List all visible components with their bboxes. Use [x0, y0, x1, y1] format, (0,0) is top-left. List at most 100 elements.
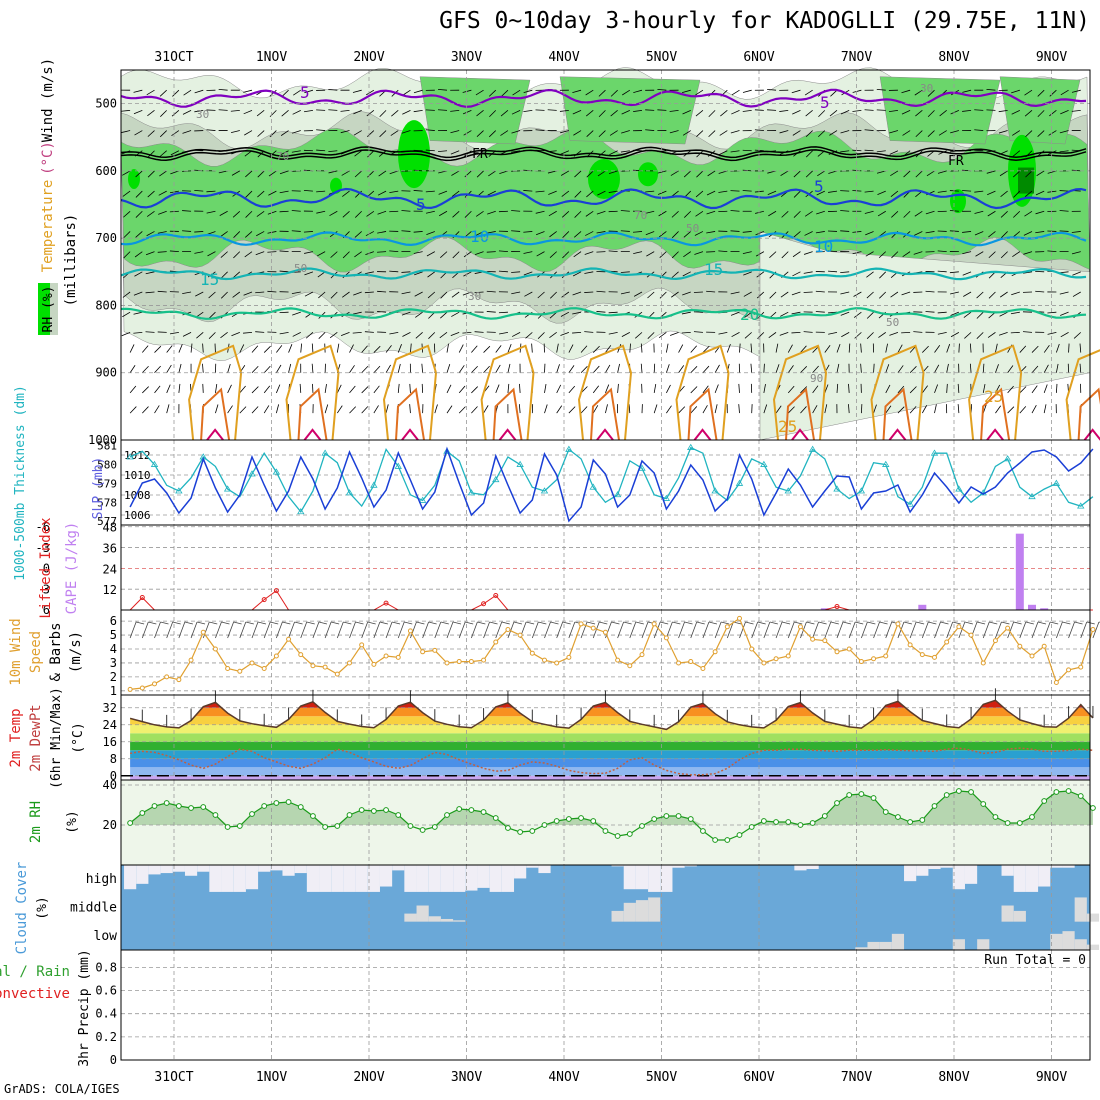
wind-barb: [328, 150, 338, 152]
precip-axis-label: 3hr Precip (mm): [77, 949, 92, 1066]
wind-barb: [257, 130, 265, 137]
wind-barb: [245, 190, 253, 198]
thickness-point: [492, 475, 500, 483]
wind-barb: [572, 291, 582, 296]
thickness-point: [394, 462, 402, 469]
wind-axis-label-b: Speed: [28, 631, 44, 673]
wind-barb: [157, 290, 167, 293]
wind-barb: [792, 109, 801, 115]
wind-barb: [196, 332, 204, 339]
wind-barb: [683, 251, 691, 258]
cloud-axis-label: Cloud Cover: [14, 862, 30, 955]
wind-barb: [757, 332, 765, 339]
slp-axis-label: SLP (mb): [91, 457, 106, 520]
wind-barb: [507, 344, 512, 353]
rh2m-point: [444, 812, 450, 818]
wind-barb: [275, 404, 280, 414]
thickness-point: [175, 487, 183, 494]
wind-barb: [560, 150, 570, 155]
wind-barb: [852, 251, 862, 255]
wind-barb: [389, 250, 399, 253]
wind-barb: [353, 130, 362, 136]
wind-barb: [500, 130, 509, 136]
wind-tick-label: 4: [110, 642, 117, 656]
wind-barb: [450, 109, 460, 112]
wind-barb: [909, 621, 917, 639]
wind-barb: [840, 311, 850, 316]
cloud-unit-label: (%): [35, 896, 50, 919]
wind-barb: [207, 251, 216, 257]
wind-barb: [827, 270, 838, 273]
wind-barb: [342, 190, 350, 197]
cloud-high-bar: [343, 865, 356, 892]
rh2m-point: [870, 795, 877, 801]
wind-barb: [864, 210, 874, 214]
wind-barb: [215, 404, 219, 414]
wind-barb: [352, 331, 362, 334]
wind-barb: [828, 170, 838, 174]
isotherm-30-loop: [785, 387, 815, 441]
wind-barb: [218, 109, 228, 111]
wind-barb: [1059, 130, 1069, 134]
wind-barb: [702, 405, 708, 414]
thickness-point: [150, 460, 159, 467]
cloud-low-bar: [867, 941, 880, 950]
wind-barb: [159, 89, 167, 97]
wind-barb: [598, 130, 606, 138]
wind-barb: [476, 110, 484, 117]
wind-barb: [458, 344, 464, 353]
wind-barb: [827, 250, 838, 253]
wind-barb: [349, 406, 357, 414]
wind-barb: [544, 621, 551, 639]
wind-barb: [640, 363, 643, 373]
wind-barb: [742, 231, 752, 233]
wind-barb: [800, 345, 807, 353]
cloud-high-bar: [672, 865, 685, 868]
wind-barb: [401, 230, 411, 232]
wind-barb: [974, 129, 984, 131]
rh2m-point: [639, 823, 645, 829]
wind-barb: [877, 210, 886, 217]
wind-barb: [440, 291, 448, 299]
wind-barb: [154, 385, 161, 394]
wind-barb: [410, 621, 417, 639]
wind-barb: [154, 345, 162, 353]
wind-barb: [401, 311, 411, 316]
wind-barb: [220, 332, 228, 339]
wind-speed-point: [602, 629, 608, 635]
wind-barb: [182, 110, 192, 115]
wind-barb: [768, 210, 777, 217]
rh-tick-label: 40: [103, 778, 117, 792]
cloud-high-bar: [428, 865, 441, 892]
wind-barb: [300, 343, 303, 353]
wind-barb: [568, 344, 574, 353]
wind-barb: [901, 89, 911, 94]
wind-barb: [926, 170, 935, 177]
wind-speed-point: [1090, 627, 1096, 633]
thickness-point: [906, 500, 914, 507]
wind-barb: [123, 251, 131, 259]
wind-barb: [763, 363, 765, 373]
wind-speed-point: [737, 615, 742, 621]
wind-barb: [598, 89, 606, 97]
wind-barb: [159, 170, 167, 177]
wind-speed-point: [395, 654, 401, 660]
date-label-bottom: 8NOV: [938, 1070, 969, 1085]
li-tick-label: -3: [36, 541, 50, 555]
wind-barb: [537, 291, 545, 299]
wind-barb-flag: [318, 621, 328, 625]
wind-barb: [617, 621, 624, 639]
wind-barb: [1023, 271, 1033, 274]
pressure-tick-label: 600: [95, 164, 117, 178]
wind-barb: [1037, 130, 1045, 137]
wind-barb: [738, 404, 740, 414]
wind-barb-flag: [757, 621, 766, 625]
wind-barb: [897, 344, 903, 353]
wind-barb: [379, 130, 387, 138]
wind-barb: [523, 89, 533, 94]
wind-barb: [836, 363, 840, 373]
wind-speed-point: [1005, 625, 1011, 631]
wind-barb: [608, 190, 618, 193]
wind-barb: [324, 383, 327, 393]
wind-barb: [389, 170, 399, 175]
